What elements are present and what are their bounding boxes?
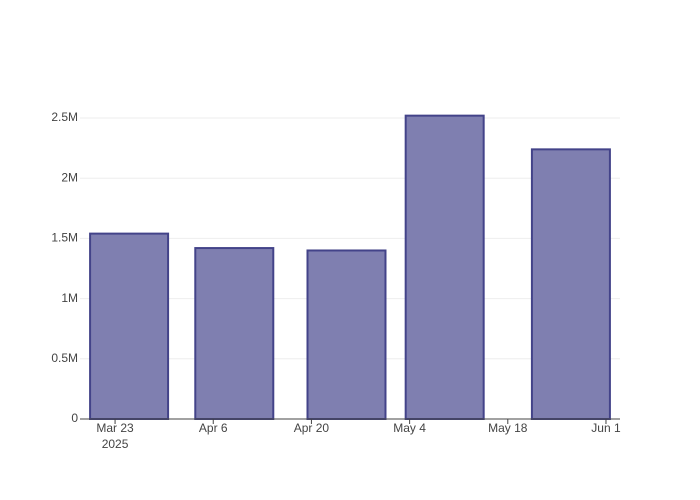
bar [194,247,275,420]
x-tick-label: Jun 1 [591,421,621,435]
x-tick-label: May 18 [488,421,528,435]
x-tick-label: May 4 [393,421,426,435]
y-tick-label: 0 [71,411,78,425]
y-tick-label: 2M [61,170,78,184]
y-tick-label: 1M [61,291,78,305]
y-tick-label: 1.5M [51,231,78,245]
bar [89,232,170,420]
x-tick-label: Apr 6 [199,421,228,435]
x-tick-label: Apr 20 [294,421,330,435]
y-tick-label: 2.5M [51,110,78,124]
x-tick-label: Mar 23 [96,421,134,435]
bar [404,114,485,421]
bar [306,249,387,420]
y-tick-label: 0.5M [51,351,78,365]
bar [530,148,611,421]
x-axis-year: 2025 [102,437,129,451]
